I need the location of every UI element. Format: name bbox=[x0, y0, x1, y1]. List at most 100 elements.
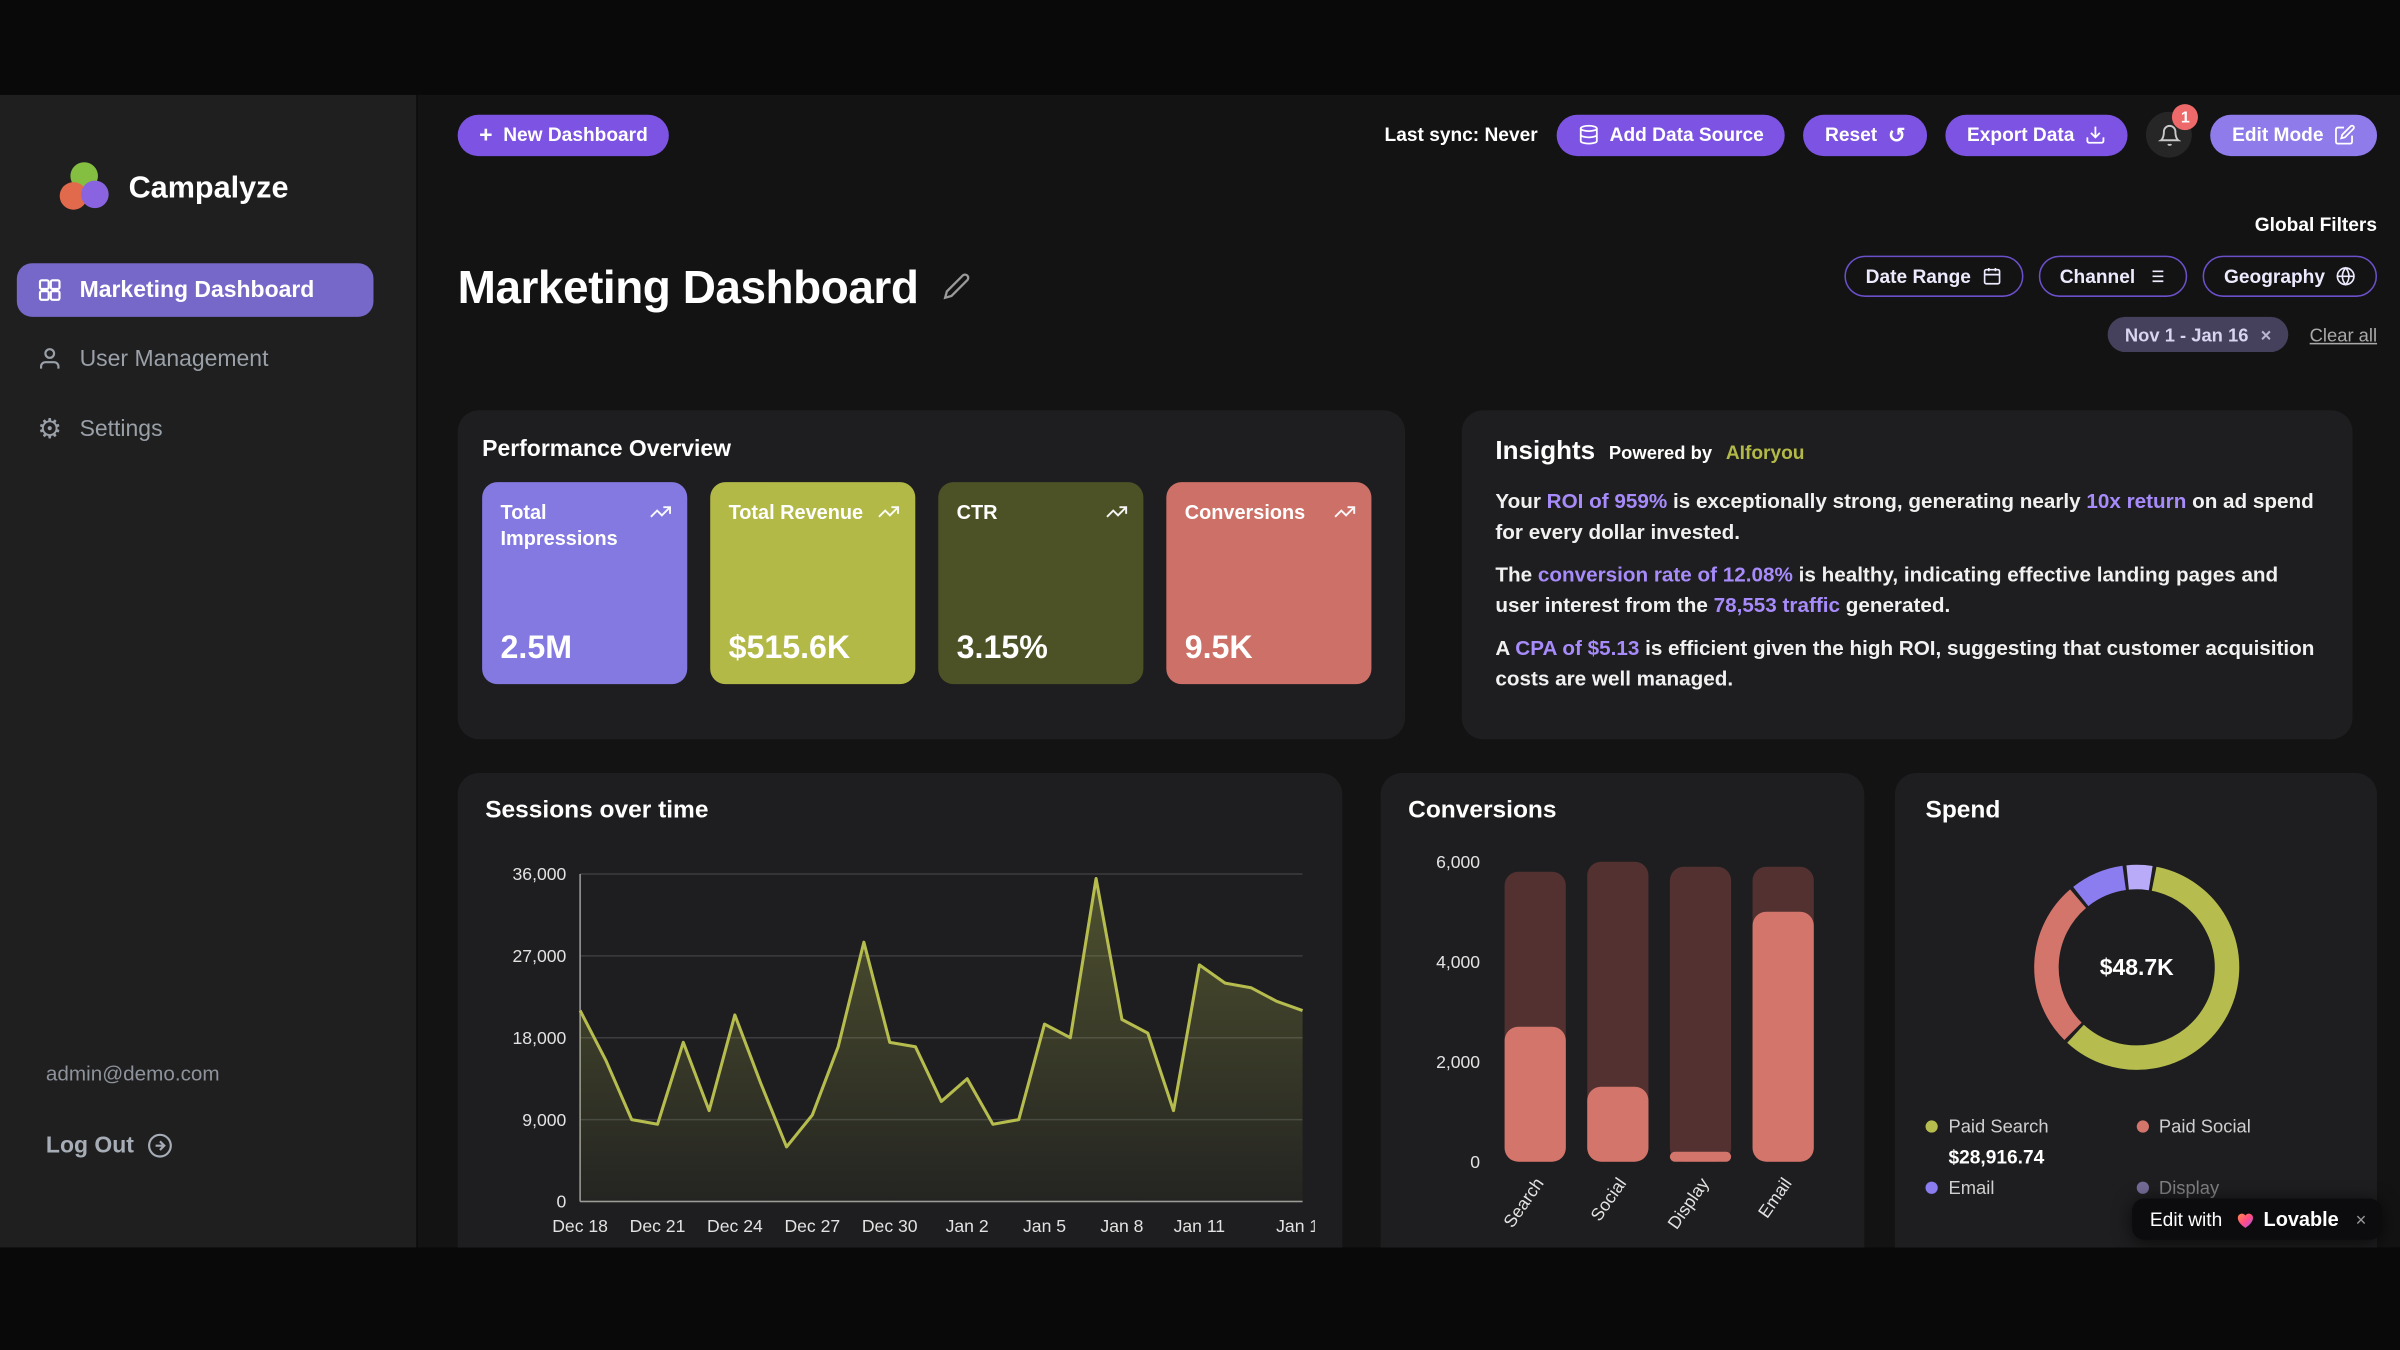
paid-search-value: $28,916.74 bbox=[1948, 1146, 2045, 1168]
svg-text:18,000: 18,000 bbox=[513, 1028, 567, 1048]
geography-filter-button[interactable]: Geography bbox=[2202, 255, 2378, 297]
svg-text:Jan 11: Jan 11 bbox=[1174, 1216, 1226, 1236]
legend-display[interactable]: Display bbox=[2135, 1177, 2346, 1199]
filter-buttons: Date Range Channel Geography bbox=[1844, 255, 2378, 297]
conversions-card: Conversions 0 2,000 4,000 6,000 Search Social… bbox=[1380, 772, 1865, 1248]
svg-text:Jan 2: Jan 2 bbox=[946, 1216, 989, 1236]
kpi-ctr[interactable]: CTR 3.15% bbox=[938, 482, 1144, 685]
ai-provider-label: AIforyou bbox=[1725, 442, 1805, 464]
edit-title-button[interactable] bbox=[943, 272, 971, 307]
kpi-value: 2.5M bbox=[500, 630, 572, 666]
legend-paid-search[interactable]: Paid Search bbox=[1925, 1116, 2136, 1137]
insights-card: Insights Powered by AIforyou Your ROI of… bbox=[1461, 410, 2353, 740]
logout-label: Log Out bbox=[45, 1132, 134, 1159]
svg-text:Email: Email bbox=[1754, 1174, 1796, 1222]
channel-filter-button[interactable]: Channel bbox=[2038, 255, 2188, 297]
performance-overview-card: Performance Overview Total Impressions 2… bbox=[457, 410, 1406, 740]
list-icon bbox=[2148, 270, 2164, 283]
brand-name: Campalyze bbox=[128, 170, 289, 205]
edit-mode-button[interactable]: Edit Mode bbox=[2210, 114, 2378, 156]
global-filters-label: Global Filters bbox=[2254, 214, 2378, 236]
kpi-label: Total Revenue bbox=[728, 500, 864, 524]
edit-square-icon bbox=[2335, 124, 2355, 145]
sidebar-item-settings[interactable]: ⚙ Settings bbox=[17, 401, 374, 456]
clear-all-link[interactable]: Clear all bbox=[2309, 323, 2378, 346]
lovable-brand-label: Lovable bbox=[2263, 1207, 2339, 1231]
conversions-chart-title: Conversions bbox=[1408, 797, 1557, 824]
legend-label: Email bbox=[1948, 1177, 1995, 1199]
kpi-conversions[interactable]: Conversions 9.5K bbox=[1166, 482, 1372, 685]
page-title-row: Marketing Dashboard bbox=[458, 263, 971, 315]
kpi-label: Total Impressions bbox=[500, 500, 618, 550]
trending-up-icon bbox=[649, 501, 672, 532]
topbar-actions: Last sync: Never Add Data Source Reset ↺… bbox=[1385, 104, 2378, 158]
svg-text:9,000: 9,000 bbox=[522, 1110, 566, 1130]
app-window: Campalyze Marketing Dashboard User Manag… bbox=[0, 94, 2400, 1248]
user-icon bbox=[39, 348, 60, 369]
svg-text:Social: Social bbox=[1586, 1174, 1630, 1225]
kpi-total-impressions[interactable]: Total Impressions 2.5M bbox=[482, 482, 688, 685]
date-range-label: Date Range bbox=[1865, 265, 1971, 287]
spend-donut-chart: $48.7K bbox=[2033, 864, 2239, 1070]
kpi-value: 3.15% bbox=[956, 630, 1048, 666]
paid-search-dot-icon bbox=[1925, 1120, 1938, 1133]
lovable-badge[interactable]: Edit with Lovable × bbox=[2131, 1198, 2382, 1240]
new-dashboard-label: New Dashboard bbox=[503, 123, 648, 146]
download-icon bbox=[2086, 126, 2105, 144]
date-range-filter-button[interactable]: Date Range bbox=[1844, 255, 2023, 297]
active-filters-row: Nov 1 - Jan 16 × Clear all bbox=[2108, 316, 2378, 353]
add-data-source-button[interactable]: Add Data Source bbox=[1556, 114, 1786, 156]
gear-icon: ⚙ bbox=[37, 413, 63, 444]
edit-with-label: Edit with bbox=[2149, 1208, 2223, 1230]
sessions-chart-title: Sessions over time bbox=[485, 797, 709, 824]
sidebar-item-marketing-dashboard[interactable]: Marketing Dashboard bbox=[16, 263, 374, 317]
dashboard-grid-icon bbox=[38, 279, 61, 301]
geography-label: Geography bbox=[2223, 265, 2325, 287]
reset-icon: ↺ bbox=[1887, 122, 1906, 147]
legend-paid-social[interactable]: Paid Social bbox=[2135, 1116, 2346, 1137]
new-dashboard-button[interactable]: + New Dashboard bbox=[457, 114, 670, 156]
trending-up-icon bbox=[1105, 501, 1128, 532]
legend-label: Display bbox=[2158, 1177, 2220, 1199]
lovable-brand: Lovable bbox=[2234, 1207, 2339, 1231]
trending-up-icon bbox=[1333, 501, 1356, 532]
lovable-heart-icon bbox=[2237, 1212, 2253, 1228]
svg-text:4,000: 4,000 bbox=[1436, 952, 1480, 972]
svg-text:36,000: 36,000 bbox=[513, 864, 567, 884]
kpi-value: $515.6K bbox=[728, 630, 851, 666]
pencil-icon bbox=[943, 272, 970, 299]
topbar: + New Dashboard Last sync: Never Add Dat… bbox=[457, 104, 2378, 158]
sidebar-item-user-management[interactable]: User Management bbox=[17, 332, 374, 386]
date-range-chip[interactable]: Nov 1 - Jan 16 × bbox=[2108, 316, 2289, 353]
kpi-label: CTR bbox=[956, 500, 998, 524]
insights-title: Insights bbox=[1495, 436, 1596, 466]
channel-label: Channel bbox=[2059, 265, 2136, 287]
svg-text:6,000: 6,000 bbox=[1436, 852, 1480, 872]
email-dot-icon bbox=[1925, 1181, 1938, 1194]
logout-button[interactable]: Log Out bbox=[46, 1133, 174, 1159]
user-email: admin@demo.com bbox=[45, 1062, 220, 1086]
sidebar-item-label: User Management bbox=[79, 345, 269, 372]
remove-filter-icon[interactable]: × bbox=[2260, 323, 2272, 346]
svg-text:Jan 5: Jan 5 bbox=[1023, 1216, 1066, 1236]
close-icon[interactable]: × bbox=[2355, 1208, 2367, 1230]
spend-donut-wrap: $48.7K bbox=[1926, 837, 2347, 1097]
legend-email[interactable]: Email bbox=[1925, 1177, 2136, 1199]
display-dot-icon bbox=[2135, 1181, 2149, 1194]
spend-legend: Paid Search Paid Social $28,916.74 Email bbox=[1925, 1116, 2347, 1199]
svg-text:Search: Search bbox=[1499, 1174, 1547, 1231]
export-data-button[interactable]: Export Data bbox=[1945, 114, 2128, 156]
insights-body: Your ROI of 959% is exceptionally strong… bbox=[1495, 489, 2315, 691]
svg-text:Dec 27: Dec 27 bbox=[784, 1216, 840, 1236]
notification-badge: 1 bbox=[2172, 104, 2199, 131]
kpi-value: 9.5K bbox=[1184, 630, 1253, 666]
svg-text:0: 0 bbox=[1470, 1152, 1480, 1172]
date-range-chip-label: Nov 1 - Jan 16 bbox=[2124, 323, 2249, 346]
kpi-total-revenue[interactable]: Total Revenue $515.6K bbox=[710, 482, 916, 685]
notifications: 1 bbox=[2146, 104, 2199, 158]
reset-label: Reset bbox=[1825, 123, 1878, 146]
spend-chart-title: Spend bbox=[1925, 797, 2001, 824]
brand: Campalyze bbox=[58, 162, 289, 214]
sidebar-item-label: Marketing Dashboard bbox=[79, 277, 315, 304]
reset-button[interactable]: Reset ↺ bbox=[1803, 114, 1928, 156]
